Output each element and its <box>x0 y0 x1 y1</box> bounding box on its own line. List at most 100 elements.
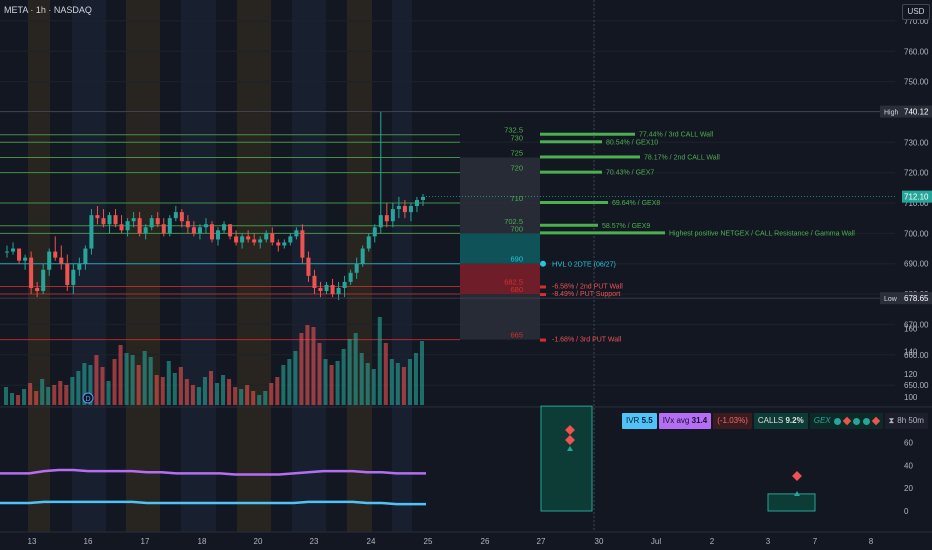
level-note: Highest positive NETGEX / CALL Resistanc… <box>669 230 855 237</box>
volume-bar <box>154 375 159 405</box>
price-tick: 720.00 <box>904 169 929 178</box>
time-tick: 30 <box>595 537 604 546</box>
extreme-label: High <box>884 110 899 117</box>
volume-bar <box>257 395 262 405</box>
volume-bar <box>94 355 99 405</box>
ivr-line <box>0 500 426 506</box>
candle-body <box>360 248 365 264</box>
level-note: 78.17% / 2nd CALL Wall <box>644 154 720 161</box>
hvl-dot-icon <box>540 260 546 267</box>
level-note: -8.49% / PUT Support <box>552 291 620 298</box>
calls-label: CALLS <box>757 416 784 425</box>
level-note: 80.54% / GEX10 <box>606 139 658 146</box>
gex-label: GEX <box>813 416 831 425</box>
time-axis: 13 16 17 18 20 23 24 25 26 27 30 Jul 2 3 7 8 <box>0 531 932 546</box>
volume-bar <box>221 375 226 405</box>
oscillator-pane: 160140120100806040200 <box>0 325 932 516</box>
volume-bar <box>281 365 286 405</box>
volume-bar <box>136 365 141 405</box>
volume-bar <box>148 357 153 405</box>
candle-body <box>71 269 76 285</box>
candle-body <box>203 224 208 228</box>
volume-bar <box>239 389 244 405</box>
session-band <box>347 0 372 532</box>
level-price: 710 <box>510 194 523 203</box>
candle-body <box>101 218 106 225</box>
signal-triangle-icon <box>794 491 800 496</box>
ivx-value: 31.4 <box>691 416 708 425</box>
price-tick: 760.00 <box>904 47 929 56</box>
volume-bar <box>245 385 250 405</box>
volume-bar <box>124 353 129 405</box>
candle-body <box>125 221 130 231</box>
put-lower-zone <box>460 294 540 340</box>
candle-body <box>372 227 377 237</box>
volume-bar <box>215 383 220 405</box>
put-zone <box>460 263 540 295</box>
candle-body <box>246 236 251 240</box>
volume-bar <box>377 317 382 405</box>
volume-bar <box>335 361 340 405</box>
candle-body <box>402 206 407 213</box>
volume-bar <box>166 361 171 405</box>
time-tick: 18 <box>198 537 207 546</box>
candle-body <box>65 263 70 285</box>
candle-body <box>191 227 196 234</box>
extreme-value: 678.65 <box>904 294 929 303</box>
candle-body <box>137 218 142 234</box>
dividend-marker-label: D <box>85 396 90 403</box>
time-tick: 23 <box>310 537 319 546</box>
volume-bar <box>160 377 165 405</box>
price-tick: 690.00 <box>904 260 929 269</box>
candle-body <box>384 215 389 222</box>
time-tick: 27 <box>537 537 546 546</box>
gex-bar <box>767 493 816 512</box>
dividend-marker-icon[interactable] <box>82 392 94 404</box>
last-price-bg <box>902 190 932 203</box>
session-bands <box>28 0 412 532</box>
time-badge: ⧗ 8h 50m <box>884 413 928 429</box>
osc-tick: 20 <box>904 484 913 493</box>
candle-body <box>414 199 419 207</box>
candle-body <box>17 248 22 261</box>
volume-bar <box>46 387 51 405</box>
call-zone <box>460 157 540 234</box>
volume-bar <box>371 369 376 405</box>
candle-body <box>173 212 178 219</box>
extreme-label: Low <box>884 296 898 303</box>
candle-body <box>234 236 239 243</box>
candle-body <box>306 257 311 276</box>
candle-body <box>143 227 148 234</box>
price-tick: 770.00 <box>904 17 929 26</box>
candle-body <box>197 227 202 234</box>
time-tick: 24 <box>367 537 376 546</box>
candle-body <box>366 236 371 249</box>
candle-body <box>258 239 263 243</box>
volume-bar <box>34 391 39 405</box>
gex-strength-bar <box>540 231 665 235</box>
candle-body <box>312 275 317 288</box>
level-note: -1.68% / 3rd PUT Wall <box>552 337 622 344</box>
volume-bar <box>407 359 412 405</box>
volume-bar <box>64 385 69 405</box>
extreme-value-bg <box>902 105 932 118</box>
price-tick: 750.00 <box>904 78 929 87</box>
candle-body <box>222 224 227 231</box>
candle-body <box>209 224 214 240</box>
candle-body <box>270 233 275 243</box>
candles: D <box>5 111 425 404</box>
currency-button[interactable]: USD <box>902 4 930 20</box>
time-tick: 2 <box>710 537 715 546</box>
volume-bar <box>323 359 328 405</box>
candle-body <box>23 257 28 261</box>
time-tick: 25 <box>424 537 433 546</box>
volume-bar <box>383 343 388 405</box>
level-note: 70.43% / GEX7 <box>606 170 654 177</box>
signal-triangle-icon <box>567 446 573 451</box>
candle-body <box>324 284 329 292</box>
volume-bar <box>419 341 424 405</box>
time-remaining: 8h 50m <box>897 416 924 425</box>
candle-body <box>83 248 88 264</box>
candle-body <box>378 215 383 228</box>
